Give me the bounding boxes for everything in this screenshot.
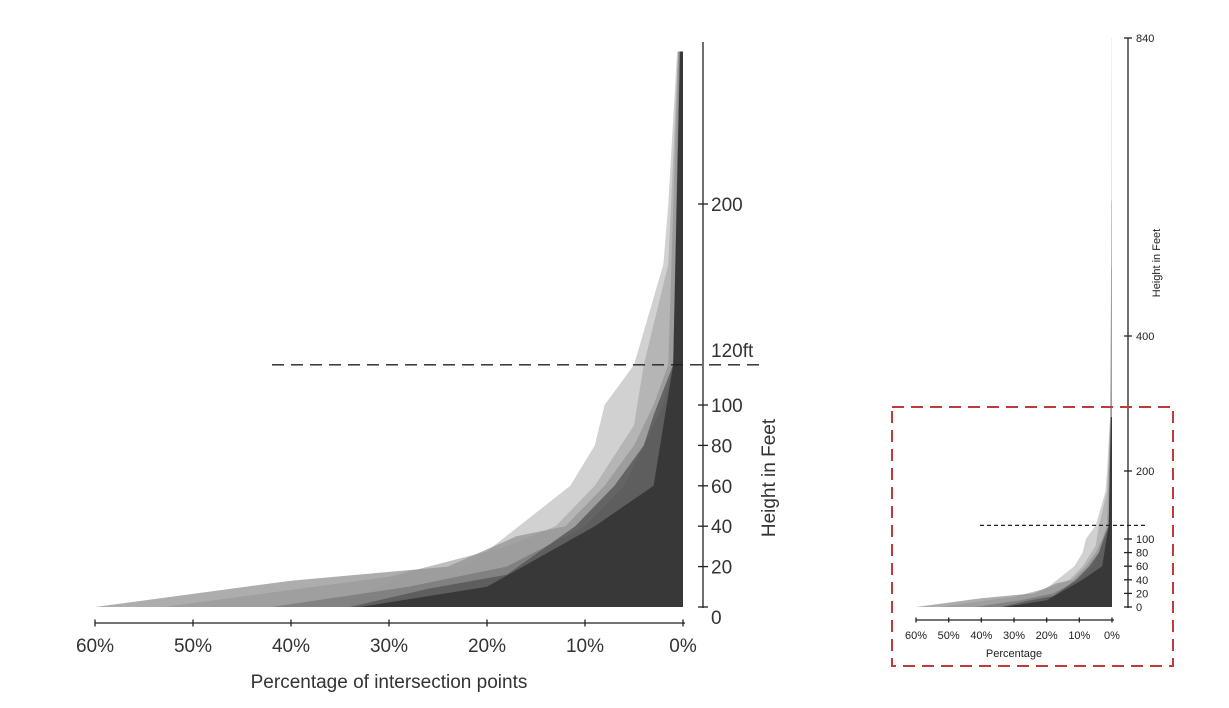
- y-tick-label: 40: [711, 517, 732, 538]
- y-tick-label: 80: [711, 436, 732, 457]
- area-series-1: [997, 38, 1112, 607]
- y-axis-title: Height in Feet: [1151, 229, 1163, 297]
- y-tick-label: 200: [1136, 466, 1154, 478]
- y-tick-label: 200: [711, 195, 743, 216]
- x-tick-label: 30%: [1003, 630, 1025, 642]
- y-tick-label: 20: [711, 558, 732, 579]
- area-series-6: [1004, 417, 1112, 607]
- x-tick-label: 50%: [174, 636, 212, 657]
- y-tick-label: 0: [1136, 602, 1142, 614]
- x-tick-label: 60%: [76, 636, 114, 657]
- y-tick-label: 60: [711, 477, 732, 498]
- x-tick-label: 40%: [970, 630, 992, 642]
- reference-line-label: 120ft: [711, 341, 754, 362]
- y-tick-label: 100: [1136, 534, 1154, 546]
- y-tick-label: 40: [1136, 575, 1148, 587]
- y-axis-title: Height in Feet: [759, 418, 780, 537]
- area-series-1: [340, 51, 683, 607]
- x-axis-title: Percentage: [986, 648, 1042, 660]
- x-tick-label: 20%: [468, 636, 506, 657]
- x-tick-label: 40%: [272, 636, 310, 657]
- x-tick-label: 0%: [669, 636, 697, 657]
- x-tick-label: 30%: [370, 636, 408, 657]
- y-tick-label: 60: [1136, 561, 1148, 573]
- x-tick-label: 10%: [566, 636, 604, 657]
- x-tick-label: 60%: [905, 630, 927, 642]
- x-tick-label: 10%: [1068, 630, 1090, 642]
- x-tick-label: 50%: [938, 630, 960, 642]
- y-tick-label: 400: [1136, 331, 1154, 343]
- y-tick-label: 20: [1136, 588, 1148, 600]
- y-tick-label: 100: [711, 396, 743, 417]
- main-chart-panel: 60% 50% 40% 30% 20% 10% 0% Percentage of inters…: [76, 42, 780, 693]
- y-tick-label: 840: [1136, 33, 1154, 45]
- zoom-highlight-box: [891, 406, 1174, 667]
- area-series-6: [359, 51, 683, 607]
- y-tick-label: 0: [711, 608, 722, 629]
- x-axis-title: Percentage of intersection points: [251, 672, 528, 693]
- x-tick-label: 0%: [1104, 630, 1120, 642]
- y-tick-label: 80: [1136, 548, 1148, 560]
- x-tick-label: 20%: [1036, 630, 1058, 642]
